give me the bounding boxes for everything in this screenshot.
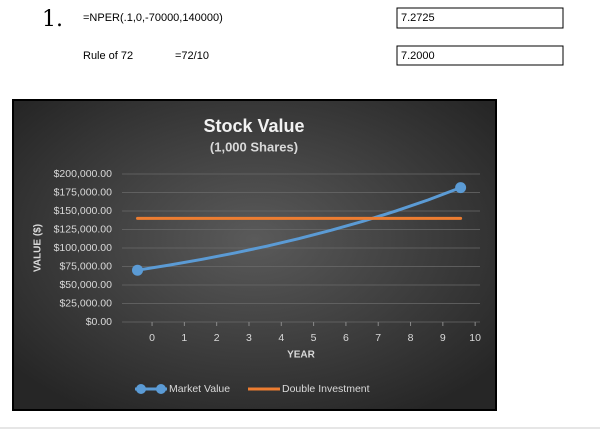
chart-subtitle: (1,000 Shares) [210,139,298,154]
y-tick-label: $200,000.00 [54,168,113,180]
marker [132,264,144,276]
chart-area [12,99,497,411]
x-axis-label: YEAR [287,350,316,361]
x-tick-label: 0 [149,332,155,344]
legend-label: Market Value [169,383,230,395]
y-tick-label: $75,000.00 [59,260,112,272]
legend-marker [156,384,166,394]
legend-label: Double Investment [282,383,370,395]
chart-title: Stock Value [203,116,304,136]
result: 7.2725 [401,12,435,24]
legend-marker [136,384,146,394]
row-marker: 1. [42,7,63,32]
x-tick-label: 10 [469,332,481,344]
result-cell [396,45,564,66]
marker [455,182,467,194]
x-tick-label: 7 [375,332,381,344]
y-axis-label: VALUE ($) [33,224,44,272]
y-tick-label: $0.00 [86,316,112,328]
x-tick-label: 5 [311,332,317,344]
y-tick-label: $125,000.00 [54,223,113,235]
x-tick-label: 2 [214,332,220,344]
y-tick-label: $150,000.00 [54,205,113,217]
label: Rule of 72 [83,50,133,62]
x-tick-label: 3 [246,332,252,344]
x-tick-label: 4 [278,332,284,344]
formula: =72/10 [175,50,209,62]
x-tick-label: 8 [408,332,414,344]
x-tick-label: 9 [440,332,446,344]
y-tick-label: $50,000.00 [59,279,112,291]
formula: =NPER(.1,0,-70000,140000) [83,12,223,24]
series-line [136,186,463,272]
result-cell [396,7,564,29]
y-tick-label: $175,000.00 [54,186,113,198]
y-tick-label: $100,000.00 [54,242,113,254]
x-tick-label: 6 [343,332,349,344]
x-tick-label: 1 [181,332,187,344]
y-tick-label: $25,000.00 [59,297,112,309]
result: 7.2000 [401,50,435,62]
